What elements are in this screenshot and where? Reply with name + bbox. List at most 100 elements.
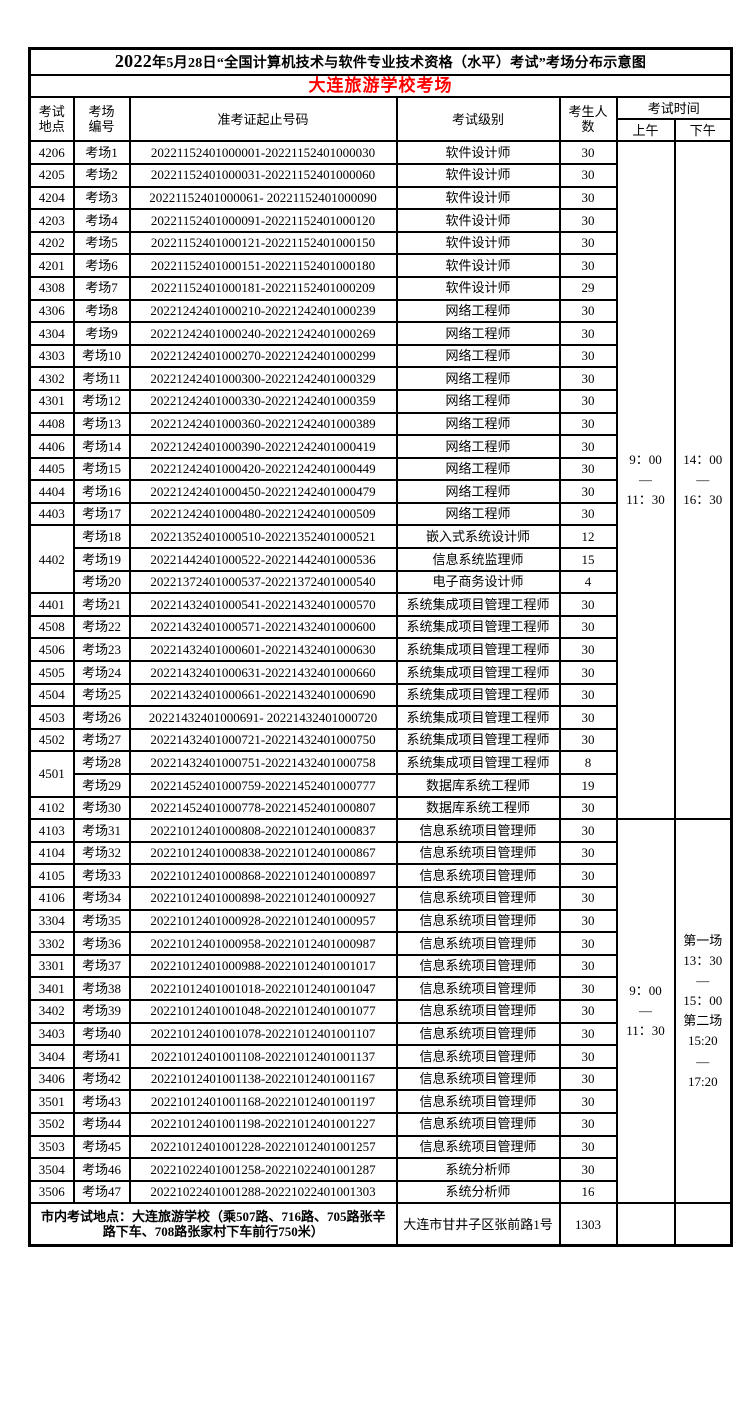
count-cell: 4 xyxy=(558,569,618,595)
exam-level-cell: 系统集成项目管理工程师 xyxy=(395,592,561,617)
room-cell: 考场36 xyxy=(72,931,131,956)
exam-level-cell: 软件设计师 xyxy=(395,185,561,211)
room-cell: 考场27 xyxy=(72,727,131,753)
count-cell: 30 xyxy=(558,298,618,324)
ticket-range-cell: 20221152401000091-20221152401000120 xyxy=(128,208,398,233)
count-cell: 30 xyxy=(558,998,618,1024)
exam-room-row: 3404 考场41 20221012401001108-20221012401001… xyxy=(28,1044,732,1069)
exam-room-row: 4205 考场2 20221152401000031-202211524010000… xyxy=(28,163,732,188)
count-cell: 30 xyxy=(558,1157,618,1182)
time-line: 14：00 xyxy=(683,452,723,468)
location-cell: 4504 xyxy=(28,682,75,708)
exam-level-cell: 软件设计师 xyxy=(395,163,561,188)
location-cell: 4106 xyxy=(28,886,75,911)
count-cell: 30 xyxy=(558,908,618,934)
footer-am-cell xyxy=(615,1202,676,1247)
count-cell: 30 xyxy=(558,727,618,753)
ticket-range-cell: 20221152401000061- 20221152401000090 xyxy=(128,185,398,211)
count-cell: 30 xyxy=(558,840,618,866)
exam-level-cell: 系统集成项目管理工程师 xyxy=(395,727,561,753)
room-cell: 考场14 xyxy=(72,434,131,459)
location-cell: 3506 xyxy=(28,1179,75,1205)
room-cell: 考场47 xyxy=(72,1179,131,1205)
ticket-range-cell: 20221242401000210-20221242401000239 xyxy=(128,298,398,324)
count-cell: 30 xyxy=(558,388,618,414)
room-cell: 考场39 xyxy=(72,998,131,1024)
exam-room-row: 4106 考场34 20221012401000898-20221012401000… xyxy=(28,886,732,911)
count-cell: 30 xyxy=(558,614,618,640)
exam-room-row: 考场29 20221452401000759-20221452401000777 数… xyxy=(30,773,732,798)
time-line: — xyxy=(639,472,652,488)
count-cell: 30 xyxy=(558,163,618,188)
room-cell: 考场34 xyxy=(72,886,131,911)
location-cell: 4203 xyxy=(28,208,75,233)
time-line: 第二场 xyxy=(683,1013,723,1029)
room-cell: 考场4 xyxy=(72,208,131,233)
exam-room-row: 4103 考场31 20221012401000808-20221012401000… xyxy=(28,818,733,1205)
exam-room-row: 3402 考场39 20221012401001048-20221012401001… xyxy=(28,998,732,1024)
city-exam-location-note: 市内考试地点：大连旅游学校（乘507路、716路、705路张辛路下车、708路张… xyxy=(28,1202,398,1247)
room-cell: 考场33 xyxy=(72,863,131,888)
exam-distribution-sheet: 2022年5月28日“全国计算机技术与软件专业技术资格（水平）考试”考场分布示意… xyxy=(28,47,734,1248)
time-line: 13：30 xyxy=(683,952,723,968)
exam-level-cell: 信息系统项目管理师 xyxy=(395,1089,561,1114)
location-cell: 4303 xyxy=(28,343,75,369)
room-cell: 考场42 xyxy=(72,1066,131,1092)
location-cell: 4401 xyxy=(28,592,75,617)
ticket-range-cell: 20221432401000691- 20221432401000720 xyxy=(128,705,398,730)
exam-room-row: 4303 考场10 20221242401000270-20221242401000… xyxy=(28,343,732,369)
exam-room-row: 4406 考场14 20221242401000390-20221242401000… xyxy=(28,434,732,459)
col-header-am: 上午 xyxy=(615,118,676,143)
count-cell: 30 xyxy=(558,886,618,911)
location-cell: 3404 xyxy=(28,1044,75,1069)
title-row: 2022年5月28日“全国计算机技术与软件专业技术资格（水平）考试”考场分布示意… xyxy=(28,47,733,76)
time-line: 16：30 xyxy=(683,492,723,508)
exam-level-cell: 软件设计师 xyxy=(395,140,561,165)
am-time-cell: 9：00 — 11：30 xyxy=(615,140,676,821)
exam-room-row: 4501 考场28 20221432401000751-20221432401000… xyxy=(28,750,732,798)
count-cell: 30 xyxy=(558,953,618,979)
ticket-range-cell: 20221432401000571-20221432401000600 xyxy=(128,614,398,640)
col-header-time: 考试时间 xyxy=(615,96,733,121)
ticket-range-cell: 20221242401000360-20221242401000389 xyxy=(128,411,398,437)
location-cell: 3302 xyxy=(28,931,75,956)
ticket-range-cell: 20221352401000510-20221352401000521 xyxy=(128,524,398,550)
time-line: 17:20 xyxy=(687,1073,718,1089)
count-cell: 30 xyxy=(558,592,618,617)
col-header-ticket-range: 准考证起止号码 xyxy=(128,96,398,143)
exam-level-cell: 信息系统项目管理师 xyxy=(395,953,561,979)
exam-room-row: 4104 考场32 20221012401000838-20221012401000… xyxy=(28,840,732,866)
ticket-range-cell: 20221012401000838-20221012401000867 xyxy=(128,840,398,866)
exam-level-cell: 信息系统项目管理师 xyxy=(395,931,561,956)
exam-room-row: 考场20 20221372401000537-20221372401000540 电… xyxy=(30,569,732,595)
ticket-range-cell: 20221432401000751-20221432401000758 xyxy=(128,750,398,775)
ticket-range-cell: 20221012401001198-20221012401001227 xyxy=(128,1111,398,1137)
ticket-range-cell: 20221012401001048-20221012401001077 xyxy=(128,998,398,1024)
exam-level-cell: 信息系统项目管理师 xyxy=(395,1044,561,1069)
room-cell: 考场17 xyxy=(72,501,131,527)
exam-room-row: 4204 考场3 20221152401000061- 20221152401000… xyxy=(28,185,732,211)
time-line: — xyxy=(696,472,710,488)
room-cell: 考场26 xyxy=(72,705,131,730)
ticket-range-cell: 20221012401000808-20221012401000837 xyxy=(128,818,398,843)
title-text: 年5月28日“全国计算机技术与软件专业技术资格（水平）考试”考场分布示意图 xyxy=(152,56,647,72)
exam-room-row: 3403 考场40 20221012401001078-20221012401001… xyxy=(28,1021,732,1047)
ticket-range-cell: 20221242401000300-20221242401000329 xyxy=(128,366,398,391)
room-cell: 考场19 xyxy=(72,547,131,572)
count-cell: 16 xyxy=(558,1179,618,1205)
count-cell: 30 xyxy=(558,253,618,278)
location-cell: 4508 xyxy=(28,614,75,640)
count-cell: 30 xyxy=(558,185,618,211)
exam-room-table: 2022年5月28日“全国计算机技术与软件专业技术资格（水平）考试”考场分布示意… xyxy=(28,47,734,1248)
count-cell: 30 xyxy=(558,818,618,843)
room-cell: 考场1 xyxy=(72,140,131,165)
ticket-range-cell: 20221372401000537-20221372401000540 xyxy=(128,569,398,595)
exam-level-cell: 信息系统项目管理师 xyxy=(395,840,561,866)
location-cell: 4301 xyxy=(28,388,75,414)
exam-room-row: 3301 考场37 20221012401000988-20221012401001… xyxy=(28,953,732,979)
exam-level-cell: 系统分析师 xyxy=(395,1157,561,1182)
exam-level-cell: 网络工程师 xyxy=(395,388,561,414)
room-cell: 考场30 xyxy=(72,795,131,821)
location-cell: 4306 xyxy=(28,298,75,324)
exam-room-row: 3406 考场42 20221012401001138-20221012401001… xyxy=(28,1066,732,1092)
